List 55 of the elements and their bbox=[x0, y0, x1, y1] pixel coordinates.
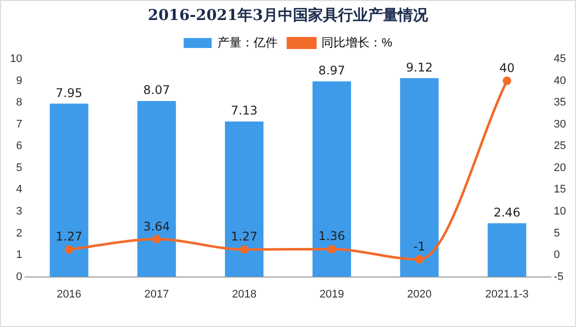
data-label: 8.07 bbox=[143, 83, 170, 98]
point bbox=[415, 255, 424, 264]
y2-tick-label: 25 bbox=[554, 140, 566, 152]
y-tick-label: 5 bbox=[16, 162, 22, 174]
data-label: 7.13 bbox=[230, 104, 258, 118]
data-label: 1.27 bbox=[230, 230, 258, 244]
y2-tick-label: 40 bbox=[554, 74, 566, 87]
data-label: 8.97 bbox=[318, 64, 346, 78]
y2-tick-label: 10 bbox=[554, 205, 566, 218]
x-tick-label: 2016 bbox=[56, 288, 82, 300]
data-label: -1 bbox=[413, 240, 426, 254]
x-tick-label: 2021.1-3 bbox=[485, 288, 529, 300]
point bbox=[64, 245, 74, 254]
y2-tick-label: 15 bbox=[554, 184, 566, 196]
y2-tick-label: 0 bbox=[554, 249, 560, 262]
y2-tick-label: 45 bbox=[554, 53, 566, 66]
y-tick-label: 6 bbox=[16, 140, 22, 152]
y-tick-label: 7 bbox=[16, 118, 22, 130]
data-label: 7.95 bbox=[56, 86, 82, 100]
point bbox=[152, 234, 161, 244]
bar bbox=[312, 81, 352, 277]
y-tick-label: 8 bbox=[16, 96, 22, 109]
data-label: 2.46 bbox=[494, 205, 520, 220]
x-tick-label: 2018 bbox=[232, 288, 256, 300]
y-tick-label: 3 bbox=[16, 205, 22, 218]
point bbox=[328, 244, 336, 254]
legend-label: 同比增长：% bbox=[322, 35, 393, 50]
x-tick-label: 2017 bbox=[144, 288, 169, 300]
y2-tick-label: 5 bbox=[554, 227, 560, 240]
data-label: 40 bbox=[499, 60, 515, 75]
y2-tick-label: 35 bbox=[554, 96, 566, 109]
y-tick-label: 0 bbox=[16, 270, 22, 283]
data-label: 1.27 bbox=[56, 230, 82, 244]
y2-tick-label: -5 bbox=[554, 270, 564, 283]
data-label: 3.64 bbox=[143, 219, 170, 234]
legend-label: 产量：亿件 bbox=[218, 35, 278, 50]
y-tick-label: 2 bbox=[16, 227, 22, 240]
y-tick-label: 1 bbox=[16, 249, 22, 262]
y-tick-label: 10 bbox=[10, 53, 22, 66]
x-tick-label: 2019 bbox=[320, 288, 344, 300]
data-label: 9.12 bbox=[406, 60, 433, 74]
y2-tick-label: 30 bbox=[554, 118, 566, 130]
bar bbox=[50, 104, 88, 277]
point bbox=[240, 245, 248, 254]
y2-tick-label: 20 bbox=[554, 162, 566, 174]
x-tick-label: 2020 bbox=[407, 288, 432, 300]
bar bbox=[137, 101, 176, 277]
data-label: 1.36 bbox=[318, 229, 346, 244]
bar bbox=[400, 78, 439, 277]
y-tick-label: 4 bbox=[16, 184, 22, 196]
point bbox=[502, 76, 512, 86]
chart-title: 2016-2021年3月中国家具行业产量情况 bbox=[148, 6, 430, 24]
bar bbox=[488, 223, 526, 277]
bar bbox=[224, 122, 264, 277]
y-tick-label: 9 bbox=[16, 74, 22, 87]
